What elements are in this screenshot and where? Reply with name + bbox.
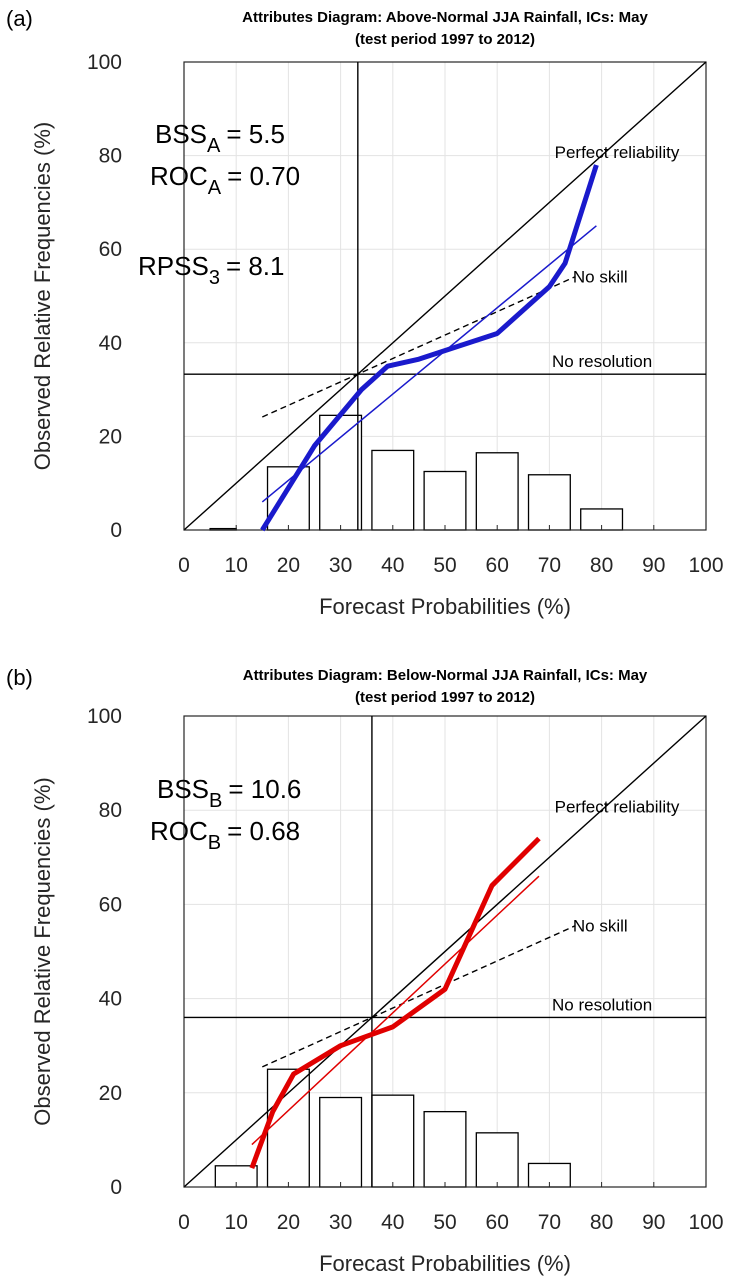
y-axis-label: Observed Relative Frequencies (%) bbox=[30, 777, 55, 1125]
x-tick-label: 20 bbox=[277, 1211, 300, 1234]
y-tick-labels: 0 20 40 60 80 100 bbox=[87, 705, 122, 1199]
y-tick-label: 40 bbox=[99, 332, 122, 355]
y-tick-label: 100 bbox=[87, 51, 122, 74]
y-tick-label: 80 bbox=[99, 145, 122, 168]
stat-value: = 5.5 bbox=[226, 119, 285, 149]
stat-bss: BSSA = 5.5 bbox=[155, 119, 285, 157]
y-tick-label: 0 bbox=[110, 1176, 122, 1199]
x-axis-label: Forecast Probabilities (%) bbox=[319, 1251, 571, 1276]
reliability-fit-line bbox=[251, 875, 540, 1146]
reliability-curve bbox=[260, 164, 599, 532]
y-tick-label: 20 bbox=[99, 425, 122, 448]
perfect-reliability-label: Perfect reliability bbox=[555, 143, 680, 162]
perfect-reliability-label: Perfect reliability bbox=[555, 798, 680, 817]
x-tick-label: 30 bbox=[329, 1211, 352, 1234]
stat-name: RPSS bbox=[138, 251, 209, 281]
histogram-bar bbox=[266, 1068, 310, 1188]
x-tick-label: 0 bbox=[178, 1211, 190, 1234]
y-tick-label: 100 bbox=[87, 705, 122, 728]
y-tick-label: 80 bbox=[99, 799, 122, 822]
stat-subscript: B bbox=[209, 790, 222, 812]
no-resolution-label: No resolution bbox=[552, 995, 652, 1014]
stat-subscript: A bbox=[208, 177, 222, 199]
stat-bss: BSSB = 10.6 bbox=[157, 774, 301, 812]
x-tick-label: 80 bbox=[590, 554, 613, 577]
histogram-bar bbox=[371, 449, 415, 531]
reliability-curve bbox=[249, 836, 541, 1170]
y-tick-label: 40 bbox=[99, 988, 122, 1011]
panel-label: (b) bbox=[6, 665, 33, 690]
stat-subscript: B bbox=[208, 832, 221, 854]
x-tick-label: 100 bbox=[688, 1211, 723, 1234]
y-tick-label: 20 bbox=[99, 1082, 122, 1105]
histogram-bar bbox=[423, 470, 467, 531]
x-tick-label: 60 bbox=[486, 554, 509, 577]
x-tick-label: 70 bbox=[538, 1211, 561, 1234]
stat-value: = 8.1 bbox=[226, 251, 285, 281]
chart-subtitle: (test period 1997 to 2012) bbox=[355, 31, 535, 48]
stat-name: ROC bbox=[150, 161, 208, 191]
reliability-fit-line bbox=[261, 225, 597, 503]
perfect-reliability-line bbox=[183, 715, 707, 1188]
grid bbox=[184, 716, 706, 1187]
stat-roc: ROCA = 0.70 bbox=[150, 161, 300, 199]
y-tick-label: 60 bbox=[99, 238, 122, 261]
x-tick-label: 10 bbox=[225, 1211, 248, 1234]
x-tick-label: 20 bbox=[277, 554, 300, 577]
x-tick-label: 70 bbox=[538, 554, 561, 577]
no-skill-label: No skill bbox=[573, 917, 628, 936]
panel-a: (a) Attributes Diagram: Above-Normal JJA … bbox=[6, 6, 724, 619]
x-tick-label: 60 bbox=[486, 1211, 509, 1234]
y-tick-label: 0 bbox=[110, 519, 122, 542]
x-tick-label: 30 bbox=[329, 554, 352, 577]
x-tick-label: 90 bbox=[642, 1211, 665, 1234]
stat-value: = 0.70 bbox=[227, 161, 300, 191]
histogram-bar bbox=[475, 452, 519, 531]
x-tick-label: 100 bbox=[688, 554, 723, 577]
histogram-bar bbox=[475, 1132, 519, 1188]
x-tick-labels: 0 10 20 30 40 50 60 70 80 90 100 bbox=[178, 1182, 724, 1234]
no-skill-label: No skill bbox=[573, 268, 628, 287]
y-axis-label: Observed Relative Frequencies (%) bbox=[30, 122, 55, 470]
x-tick-label: 10 bbox=[225, 554, 248, 577]
y-tick-labels: 0 20 40 60 80 100 bbox=[87, 51, 122, 542]
x-tick-label: 40 bbox=[381, 554, 404, 577]
x-tick-labels: 0 10 20 30 40 50 60 70 80 90 100 bbox=[178, 525, 724, 577]
histogram-bar bbox=[319, 1096, 363, 1188]
no-skill-line bbox=[262, 275, 576, 418]
chart-title: Attributes Diagram: Above-Normal JJA Rai… bbox=[242, 9, 648, 26]
stat-subscript: A bbox=[207, 135, 221, 157]
stat-subscript: 3 bbox=[209, 267, 220, 289]
no-resolution-label: No resolution bbox=[552, 352, 652, 371]
x-tick-label: 40 bbox=[381, 1211, 404, 1234]
histogram-bar bbox=[266, 466, 310, 531]
stat-value: = 10.6 bbox=[228, 774, 301, 804]
histogram-bar bbox=[527, 474, 571, 531]
chart-subtitle: (test period 1997 to 2012) bbox=[355, 689, 535, 706]
chart-title: Attributes Diagram: Below-Normal JJA Rai… bbox=[243, 667, 648, 684]
y-tick-label: 60 bbox=[99, 893, 122, 916]
stat-name: BSS bbox=[155, 119, 207, 149]
perfect-reliability-line bbox=[183, 61, 707, 531]
x-tick-label: 80 bbox=[590, 1211, 613, 1234]
no-skill-line bbox=[262, 924, 576, 1068]
x-axis-label: Forecast Probabilities (%) bbox=[319, 594, 571, 619]
x-tick-label: 50 bbox=[433, 554, 456, 577]
x-tick-label: 90 bbox=[642, 554, 665, 577]
stat-rpss: RPSS3 = 8.1 bbox=[138, 251, 285, 289]
histogram-bar bbox=[371, 1094, 415, 1188]
stat-name: BSS bbox=[157, 774, 209, 804]
x-tick-label: 50 bbox=[433, 1211, 456, 1234]
panel-b: (b) Attributes Diagram: Below-Normal JJA … bbox=[6, 665, 724, 1276]
stat-name: ROC bbox=[150, 816, 208, 846]
panel-label: (a) bbox=[6, 6, 33, 31]
stat-value: = 0.68 bbox=[227, 816, 300, 846]
histogram-bar bbox=[423, 1110, 467, 1188]
x-tick-label: 0 bbox=[178, 554, 190, 577]
stat-roc: ROCB = 0.68 bbox=[150, 816, 300, 854]
forecast-histogram bbox=[214, 1068, 571, 1188]
